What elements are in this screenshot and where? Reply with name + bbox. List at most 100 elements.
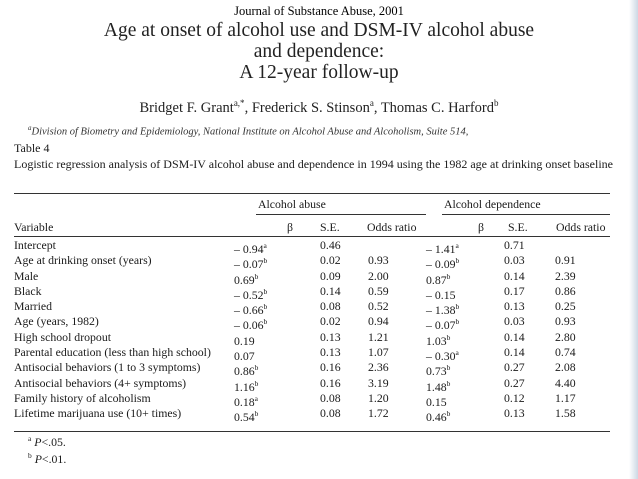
significance-mark: b — [263, 302, 268, 312]
cell-variable-value: Intercept — [14, 238, 56, 252]
cell-se-abuse-value: 0.02 — [320, 253, 341, 268]
significance-mark: b — [446, 363, 451, 373]
cell-beta-abuse-value: 0.19 — [234, 333, 255, 348]
cell-beta-dependence: 1.48b — [426, 376, 450, 395]
cell-odds-ratio-dependence: 0.25 — [555, 299, 576, 314]
cell-se-dependence-value: 0.03 — [504, 253, 525, 268]
footnote: a P<.05. — [28, 434, 66, 450]
cell-beta-dependence-value: 0.46 — [426, 410, 447, 425]
paper-title: Age at onset of alcohol use and DSM-IV a… — [0, 20, 638, 83]
cell-odds-ratio-abuse: 1.21 — [368, 330, 389, 345]
cell-se-abuse: 0.08 — [320, 391, 341, 406]
cell-odds-ratio-dependence-value: 0.86 — [555, 283, 576, 298]
cell-beta-dependence-value: – 0.15 — [426, 287, 456, 302]
cell-beta-abuse-value: 0.07 — [234, 349, 255, 363]
cell-beta-dependence-value: – 1.41 — [426, 241, 456, 256]
author-separator: , — [244, 99, 252, 116]
cell-se-abuse: 0.13 — [320, 345, 341, 360]
table-row: Married – 0.66b 0.08 0.52– 1.38b 0.13 0.25 — [14, 299, 614, 317]
table-body: Intercept – 0.94a 0.46– 1.41a 0.71 Age at dr… — [14, 238, 614, 425]
affiliation: aDivision of Biometry and Epidemiology, … — [28, 124, 628, 137]
significance-mark: a — [455, 241, 459, 250]
cell-variable-value: Age at drinking onset (years) — [14, 253, 152, 268]
table-row: Parental education (less than high schoo… — [14, 345, 614, 363]
significance-mark: b — [446, 332, 451, 342]
cell-odds-ratio-abuse-value: 0.59 — [368, 283, 389, 298]
author-separator: , — [373, 99, 381, 116]
cell-odds-ratio-abuse: 3.19 — [368, 376, 389, 391]
cell-beta-abuse-value: – 0.94 — [234, 241, 264, 256]
column-header-variable: Variable — [14, 220, 54, 234]
table-label: Table 4 — [14, 141, 50, 155]
cell-odds-ratio-abuse-value: 1.20 — [368, 390, 389, 405]
cell-odds-ratio-dependence: 1.58 — [555, 406, 576, 421]
cell-se-abuse-value: 0.46 — [320, 238, 341, 252]
cell-variable: Parental education (less than high schoo… — [14, 345, 211, 360]
cell-se-abuse: 0.14 — [320, 284, 341, 299]
cell-se-dependence: 0.13 — [504, 406, 525, 421]
cell-odds-ratio-dependence-value: 2.08 — [555, 360, 576, 375]
group-rule-abuse — [256, 214, 426, 215]
cell-se-abuse-value: 0.09 — [320, 268, 341, 283]
footnote: b P<.01. — [28, 451, 66, 467]
significance-mark: b — [254, 409, 259, 419]
significance-mark: b — [263, 286, 268, 296]
cell-odds-ratio-abuse: 1.72 — [368, 406, 389, 421]
cell-odds-ratio-abuse-value: 1.07 — [368, 345, 389, 360]
column-header-beta: β — [478, 220, 485, 234]
significance-mark: b — [446, 271, 451, 281]
paper-title-line: and dependence: — [253, 41, 385, 62]
cell-variable: Family history of alcoholism — [14, 391, 151, 406]
affiliation-text: Division of Biometry and Epidemiology, N… — [31, 126, 469, 138]
significance-mark: b — [455, 302, 460, 312]
significance-mark: b — [254, 271, 259, 281]
cell-variable: Intercept — [14, 238, 56, 253]
cell-beta-abuse-value: 0.86 — [234, 364, 255, 379]
cell-beta-abuse: 0.19 — [234, 330, 255, 349]
cell-beta-abuse-value: – 0.06 — [234, 318, 264, 333]
cell-se-abuse: 0.09 — [320, 269, 341, 284]
column-header-beta: β — [287, 220, 294, 234]
cell-se-dependence: 0.13 — [504, 299, 525, 314]
cell-se-dependence: 0.12 — [504, 391, 525, 406]
significance-mark: b — [455, 256, 460, 266]
cell-se-dependence-value: 0.27 — [504, 375, 525, 390]
cell-beta-abuse: 0.07 — [234, 345, 255, 364]
cell-beta-dependence-value: 1.03 — [426, 333, 447, 348]
cell-variable: Age at drinking onset (years) — [14, 253, 152, 268]
cell-variable-value: Antisocial behaviors (4+ symptoms) — [14, 375, 187, 390]
cell-se-abuse: 0.02 — [320, 314, 341, 329]
cell-odds-ratio-dependence-value: 0.91 — [555, 253, 576, 268]
cell-variable: Married — [14, 299, 52, 314]
cell-se-abuse-value: 0.08 — [320, 390, 341, 405]
author-name: Thomas C. Harford — [380, 99, 494, 116]
cell-beta-abuse-value: – 0.52 — [234, 287, 264, 302]
cell-variable: Antisocial behaviors (4+ symptoms) — [14, 376, 186, 391]
column-header-se: S.E. — [320, 220, 340, 234]
column-header-odds-ratio: Odds ratio — [367, 220, 417, 234]
author-marks: a — [369, 98, 374, 108]
cell-variable: Lifetime marijuana use (10+ times) — [14, 406, 181, 421]
cell-variable-value: Male — [14, 268, 39, 283]
paper-title-line: Age at onset of alcohol use and DSM-IV a… — [103, 20, 535, 41]
cell-odds-ratio-dependence-value: 4.40 — [555, 375, 576, 390]
cell-se-dependence: 0.14 — [504, 330, 525, 345]
cell-se-dependence-value: 0.03 — [504, 314, 525, 329]
cell-se-dependence-value: 0.27 — [504, 360, 525, 375]
cell-beta-abuse: 0.54b — [234, 406, 258, 425]
table-row: Intercept – 0.94a 0.46– 1.41a 0.71 — [14, 238, 614, 256]
cell-se-abuse: 0.16 — [320, 376, 341, 391]
cell-se-abuse: 0.46 — [320, 238, 341, 253]
cell-se-dependence: 0.03 — [504, 253, 525, 268]
footnote-mark: b — [28, 451, 32, 460]
affiliation-mark: a — [28, 124, 32, 132]
cell-odds-ratio-abuse: 0.59 — [368, 284, 389, 299]
cell-beta-dependence-value: 1.48 — [426, 379, 447, 394]
cell-beta-abuse-value: 1.16 — [234, 379, 255, 394]
cell-variable: Male — [14, 269, 38, 284]
cell-variable-value: Age (years, 1982) — [14, 314, 99, 329]
cell-se-dependence-value: 0.17 — [504, 283, 525, 298]
cell-odds-ratio-abuse-value: 0.52 — [368, 299, 389, 314]
cell-beta-abuse-value: 0.54 — [234, 410, 255, 425]
cell-odds-ratio-abuse: 1.20 — [368, 391, 389, 406]
